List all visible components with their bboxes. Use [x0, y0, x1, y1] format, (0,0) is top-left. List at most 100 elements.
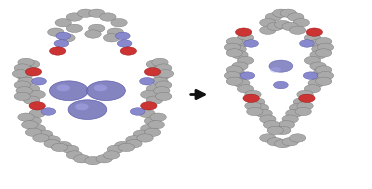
Circle shape — [226, 37, 243, 46]
Circle shape — [57, 84, 70, 91]
Circle shape — [23, 96, 40, 104]
Circle shape — [232, 62, 248, 70]
Circle shape — [155, 92, 172, 101]
Circle shape — [224, 71, 241, 80]
Circle shape — [235, 28, 252, 36]
Circle shape — [29, 109, 45, 118]
Circle shape — [232, 39, 248, 48]
Circle shape — [18, 58, 34, 67]
Circle shape — [146, 85, 163, 93]
Circle shape — [275, 20, 291, 29]
Circle shape — [237, 56, 254, 65]
Circle shape — [286, 109, 302, 118]
Circle shape — [74, 155, 90, 163]
Circle shape — [226, 66, 243, 74]
Circle shape — [130, 108, 145, 115]
Circle shape — [152, 66, 168, 74]
Circle shape — [299, 94, 315, 102]
Circle shape — [16, 71, 32, 80]
Circle shape — [260, 26, 276, 34]
Circle shape — [18, 66, 34, 74]
Circle shape — [260, 134, 276, 142]
Circle shape — [85, 30, 101, 38]
Circle shape — [267, 138, 283, 146]
Circle shape — [252, 104, 269, 112]
Circle shape — [297, 102, 313, 110]
Circle shape — [133, 130, 150, 138]
Circle shape — [275, 126, 291, 135]
Circle shape — [282, 115, 298, 123]
Circle shape — [22, 121, 38, 129]
Circle shape — [260, 19, 276, 27]
Circle shape — [75, 103, 89, 110]
Circle shape — [270, 67, 281, 73]
Circle shape — [293, 19, 310, 27]
Circle shape — [150, 113, 166, 121]
Circle shape — [33, 134, 49, 142]
Circle shape — [100, 13, 116, 21]
Circle shape — [87, 81, 125, 101]
Circle shape — [49, 81, 88, 101]
Circle shape — [66, 13, 83, 21]
Circle shape — [36, 130, 53, 138]
Circle shape — [29, 90, 45, 99]
Circle shape — [245, 90, 261, 99]
Circle shape — [51, 143, 68, 152]
Circle shape — [85, 156, 101, 165]
Circle shape — [315, 49, 332, 57]
Circle shape — [141, 102, 157, 110]
Circle shape — [103, 34, 120, 42]
Circle shape — [62, 145, 79, 153]
Circle shape — [278, 121, 295, 129]
Circle shape — [299, 40, 314, 47]
Circle shape — [23, 85, 40, 93]
Circle shape — [289, 104, 306, 112]
Circle shape — [282, 22, 298, 31]
Circle shape — [263, 121, 280, 129]
Circle shape — [308, 79, 324, 87]
Circle shape — [226, 77, 243, 85]
Circle shape — [25, 117, 42, 125]
Circle shape — [49, 47, 66, 55]
Circle shape — [230, 73, 246, 82]
Circle shape — [234, 79, 250, 87]
Circle shape — [237, 85, 254, 93]
Circle shape — [66, 24, 83, 33]
Circle shape — [315, 37, 332, 46]
Circle shape — [154, 87, 170, 95]
Circle shape — [312, 45, 328, 53]
Circle shape — [55, 141, 71, 150]
Circle shape — [141, 124, 157, 133]
Circle shape — [310, 39, 326, 48]
Circle shape — [289, 134, 306, 142]
Circle shape — [14, 81, 31, 89]
Circle shape — [304, 34, 321, 42]
Circle shape — [66, 151, 83, 159]
Circle shape — [126, 139, 142, 148]
Circle shape — [317, 71, 334, 80]
Circle shape — [315, 77, 332, 85]
Circle shape — [77, 9, 94, 17]
Circle shape — [310, 51, 326, 59]
Circle shape — [41, 108, 56, 115]
Circle shape — [68, 100, 107, 119]
Circle shape — [44, 139, 60, 148]
Circle shape — [304, 56, 321, 65]
Circle shape — [18, 77, 34, 85]
Circle shape — [89, 9, 105, 17]
Circle shape — [103, 151, 120, 159]
Circle shape — [228, 68, 244, 76]
Circle shape — [29, 124, 45, 133]
Circle shape — [14, 64, 31, 72]
Circle shape — [14, 92, 31, 101]
Circle shape — [244, 40, 259, 47]
Circle shape — [107, 145, 124, 153]
Circle shape — [146, 60, 163, 68]
Circle shape — [317, 43, 334, 51]
Circle shape — [310, 62, 326, 70]
Circle shape — [275, 139, 291, 148]
Circle shape — [157, 70, 174, 78]
Circle shape — [260, 115, 276, 123]
Circle shape — [273, 9, 289, 17]
Circle shape — [118, 143, 135, 152]
